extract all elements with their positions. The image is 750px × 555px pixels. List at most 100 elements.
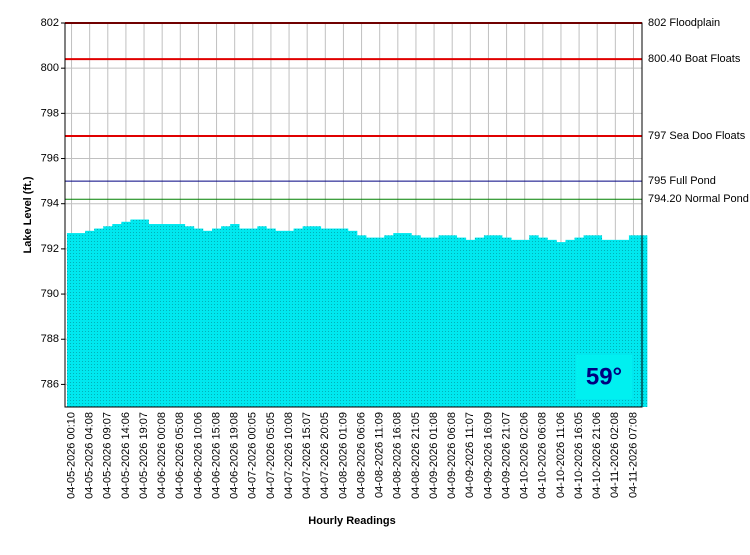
y-tick-label: 800 bbox=[41, 62, 59, 74]
x-tick-label: 04-10-2026 02:06 bbox=[519, 412, 531, 499]
bar-texture bbox=[375, 237, 385, 407]
x-tick-label: 04-05-2026 00:10 bbox=[65, 412, 77, 499]
bar-texture bbox=[266, 228, 276, 407]
x-tick-label: 04-08-2026 21:05 bbox=[410, 412, 422, 499]
x-tick-label: 04-07-2026 20:05 bbox=[319, 412, 331, 499]
bar-texture bbox=[638, 235, 648, 407]
x-tick-label: 04-06-2026 19:08 bbox=[229, 412, 241, 499]
x-tick-label: 04-11-2026 02:08 bbox=[609, 412, 621, 498]
bar-texture bbox=[103, 226, 113, 407]
x-tick-label: 04-06-2026 10:06 bbox=[192, 412, 204, 499]
reference-label: 794.20 Normal Pond bbox=[648, 193, 749, 205]
bar-texture bbox=[157, 224, 167, 407]
x-tick-label: 04-05-2026 19:07 bbox=[138, 412, 150, 499]
bar-texture bbox=[429, 237, 439, 407]
reference-label: 797 Sea Doo Floats bbox=[648, 130, 746, 142]
bar-texture bbox=[492, 235, 503, 407]
bar-texture bbox=[511, 239, 521, 407]
bar-texture bbox=[384, 235, 394, 407]
reference-label: 802 Floodplain bbox=[648, 17, 720, 29]
x-tick-label: 04-10-2026 11:06 bbox=[555, 412, 567, 498]
bar-texture bbox=[529, 235, 539, 407]
bar-texture bbox=[610, 239, 621, 407]
x-tick-label: 04-08-2026 06:06 bbox=[355, 412, 367, 499]
bar-texture bbox=[447, 235, 458, 407]
bar-texture bbox=[565, 239, 575, 407]
x-tick-label: 04-07-2026 10:08 bbox=[283, 412, 295, 499]
bar-texture bbox=[583, 235, 593, 407]
y-tick-label: 802 bbox=[41, 17, 59, 29]
y-axis-title: Lake Level (ft.) bbox=[22, 176, 34, 253]
x-tick-label: 04-06-2026 00:08 bbox=[156, 412, 168, 499]
bar-texture bbox=[338, 228, 349, 407]
bar-texture bbox=[67, 233, 77, 407]
bar-texture bbox=[574, 237, 584, 407]
bar-texture bbox=[302, 226, 313, 407]
bar-texture bbox=[502, 237, 512, 407]
y-tick-label: 792 bbox=[41, 243, 59, 255]
bar-texture bbox=[402, 233, 412, 407]
x-tick-label: 04-09-2026 01:08 bbox=[428, 412, 440, 499]
bar-texture bbox=[85, 230, 95, 407]
bar-texture bbox=[366, 237, 376, 407]
x-tick-label: 04-05-2026 09:07 bbox=[102, 412, 114, 499]
x-tick-label: 04-06-2026 15:08 bbox=[210, 412, 222, 499]
y-tick-label: 788 bbox=[41, 333, 59, 345]
bar-texture bbox=[556, 242, 566, 407]
bar-texture bbox=[438, 235, 448, 407]
x-tick-label: 04-05-2026 04:08 bbox=[84, 412, 96, 499]
bar-texture bbox=[221, 226, 231, 407]
bar-texture bbox=[239, 228, 249, 407]
bar-texture bbox=[311, 226, 322, 407]
x-tick-label: 04-06-2026 05:08 bbox=[174, 412, 186, 499]
bar-texture bbox=[166, 224, 177, 407]
bar-texture bbox=[293, 228, 303, 407]
y-tick-label: 798 bbox=[41, 107, 59, 119]
bar-texture bbox=[320, 228, 331, 407]
bar-texture bbox=[184, 226, 195, 407]
x-tick-label: 04-11-2026 07:08 bbox=[627, 412, 639, 498]
bar-texture bbox=[601, 239, 612, 407]
y-tick-label: 786 bbox=[41, 378, 59, 390]
bar-texture bbox=[121, 221, 131, 407]
bar-texture bbox=[357, 235, 367, 407]
x-tick-label: 04-09-2026 11:07 bbox=[464, 412, 476, 498]
annotation-box bbox=[576, 355, 632, 399]
bar-texture bbox=[148, 224, 158, 407]
bar-texture bbox=[284, 230, 294, 407]
bar-texture bbox=[619, 239, 630, 407]
x-tick-label: 04-10-2026 21:06 bbox=[591, 412, 603, 499]
y-tick-label: 796 bbox=[41, 152, 59, 164]
bar-texture bbox=[329, 228, 340, 407]
bar-texture bbox=[112, 224, 122, 407]
bar-texture bbox=[411, 235, 421, 407]
bar-texture bbox=[538, 237, 548, 407]
y-tick-label: 794 bbox=[41, 198, 59, 210]
bar-texture bbox=[257, 226, 267, 407]
x-tick-label: 04-05-2026 14:06 bbox=[120, 412, 132, 499]
x-tick-label: 04-08-2026 16:08 bbox=[392, 412, 404, 499]
y-tick-label: 790 bbox=[41, 288, 59, 300]
x-tick-label: 04-08-2026 11:09 bbox=[374, 412, 386, 498]
reference-label: 795 Full Pond bbox=[648, 175, 716, 187]
bar-texture bbox=[94, 228, 104, 407]
bar-texture bbox=[474, 237, 485, 407]
bar-texture bbox=[456, 237, 467, 407]
bar-texture bbox=[483, 235, 494, 407]
bar-texture bbox=[275, 230, 285, 407]
bar-texture bbox=[393, 233, 403, 407]
reference-label: 800.40 Boat Floats bbox=[648, 53, 741, 65]
bar-texture bbox=[175, 224, 186, 407]
bar-texture bbox=[347, 230, 358, 407]
bar-texture bbox=[202, 230, 213, 407]
bar-texture bbox=[628, 235, 639, 407]
bar-texture bbox=[212, 228, 222, 407]
x-tick-label: 04-09-2026 21:07 bbox=[500, 412, 512, 499]
x-tick-label: 04-09-2026 16:09 bbox=[482, 412, 494, 499]
plot-frame bbox=[64, 22, 643, 408]
x-tick-label: 04-07-2026 00:05 bbox=[247, 412, 259, 499]
bar-texture bbox=[230, 224, 240, 407]
bar-texture bbox=[592, 235, 603, 407]
x-tick-label: 04-08-2026 01:09 bbox=[337, 412, 349, 499]
